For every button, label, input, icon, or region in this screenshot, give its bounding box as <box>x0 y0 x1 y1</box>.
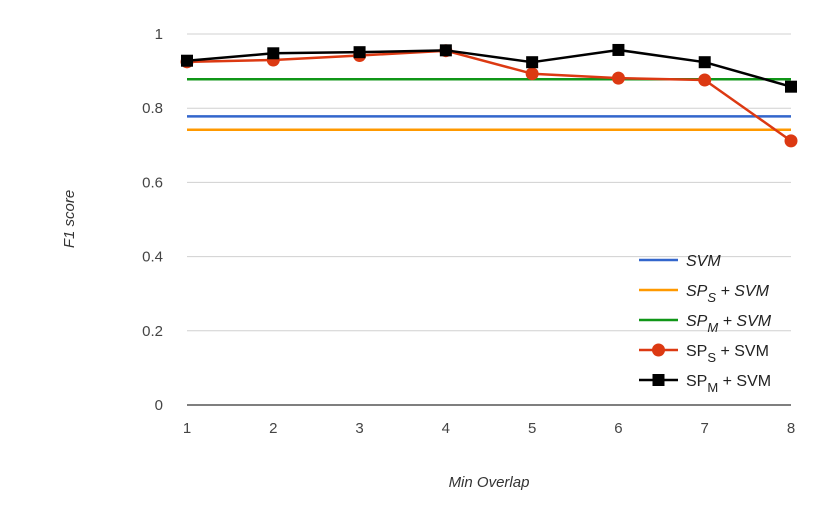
legend-item-spm-4: SPM + SVM <box>639 373 771 395</box>
legend-label: SVM <box>686 253 721 270</box>
legend-item-spm-2: SPM + SVM <box>639 313 772 335</box>
legend: SVM SPS + SVM SPM + SVM SPS + SVM SPM + SVM <box>639 253 772 395</box>
y-tick-label: 1 <box>155 26 163 43</box>
legend-label: SPS + SVM <box>686 283 770 305</box>
x-tick-label: 6 <box>614 420 622 437</box>
y-axis-ticks: 0 0.2 0.4 0.6 0.8 1 <box>142 26 163 414</box>
y-axis-title: F1 score <box>61 190 78 248</box>
data-point-sps-3 <box>525 67 539 81</box>
data-point-sps-3 <box>784 134 798 148</box>
legend-marker <box>652 343 665 357</box>
x-axis-title: Min Overlap <box>449 474 530 491</box>
legend-label: SPS + SVM <box>686 343 769 365</box>
x-tick-label: 4 <box>442 420 450 437</box>
data-point-spm-4 <box>698 56 711 69</box>
y-tick-label: 0.8 <box>142 100 163 117</box>
data-point-spm-4 <box>785 80 797 93</box>
data-point-spm-4 <box>181 54 193 67</box>
data-point-spm-4 <box>267 47 280 60</box>
series-layer <box>180 43 798 148</box>
data-point-spm-4 <box>439 44 452 57</box>
y-tick-label: 0.6 <box>142 174 163 191</box>
x-tick-label: 7 <box>701 420 709 437</box>
legend-item-svm-0: SVM <box>639 253 721 270</box>
data-point-spm-4 <box>526 56 539 69</box>
x-tick-label: 2 <box>269 420 277 437</box>
data-point-sps-3 <box>611 71 625 85</box>
legend-item-sps-3: SPS + SVM <box>639 343 769 365</box>
y-tick-label: 0.4 <box>142 249 163 266</box>
x-tick-label: 5 <box>528 420 536 437</box>
x-tick-label: 1 <box>183 420 191 437</box>
legend-marker <box>652 374 665 386</box>
legend-item-sps-1: SPS + SVM <box>639 283 770 305</box>
legend-label: SPM + SVM <box>686 373 771 395</box>
x-axis-ticks: 1 2 3 4 5 6 7 8 <box>183 420 795 437</box>
data-point-spm-4 <box>612 43 625 56</box>
x-tick-label: 8 <box>787 420 795 437</box>
data-point-sps-3 <box>698 73 712 87</box>
y-tick-label: 0 <box>155 397 163 414</box>
gridlines <box>187 33 791 332</box>
series-line-spm-4 <box>186 48 792 88</box>
data-point-spm-4 <box>353 46 366 59</box>
x-tick-label: 3 <box>355 420 363 437</box>
legend-label: SPM + SVM <box>686 313 772 335</box>
y-tick-label: 0.2 <box>142 323 163 340</box>
series-line-sps-3 <box>186 49 792 142</box>
